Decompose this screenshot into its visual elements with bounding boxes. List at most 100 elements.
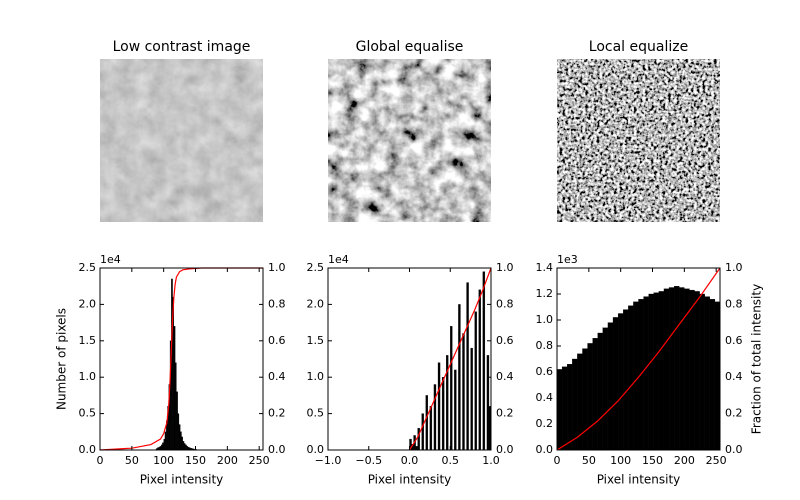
- y-tick-label: 1.2: [536, 287, 554, 300]
- bar: [178, 424, 181, 451]
- x-axis-label: Pixel intensity: [368, 473, 452, 487]
- bar: [623, 309, 629, 451]
- y2-tick-label: 0.8: [268, 297, 286, 310]
- cdf-line: [99, 267, 263, 451]
- bar: [425, 395, 428, 451]
- y2-tick-label: 0.8: [496, 297, 514, 310]
- y-tick-label: 0.6: [536, 365, 554, 378]
- y2-tick-label: 0.4: [268, 370, 286, 383]
- y2-axis-label: Fraction of total intensity: [750, 284, 764, 434]
- y-tick-label: 1.0: [79, 370, 97, 383]
- y2-tick-label: 0.2: [268, 407, 286, 420]
- bar: [587, 343, 593, 451]
- image: [557, 59, 720, 222]
- axes-frame: [556, 267, 721, 451]
- bar: [643, 296, 649, 451]
- bar: [709, 299, 716, 451]
- image-title: Local equalize: [589, 39, 688, 55]
- bar: [674, 286, 680, 451]
- image: [328, 59, 491, 222]
- y-tick-label: 1.4: [536, 261, 554, 274]
- bar: [183, 443, 186, 451]
- bar: [684, 288, 690, 451]
- y-tick-label: 0.5: [307, 407, 325, 420]
- y2-tick-label: 1.0: [725, 261, 743, 274]
- y2-tick-label: 0.2: [725, 407, 743, 420]
- bar: [171, 278, 173, 451]
- x-tick-label: 100: [610, 454, 631, 467]
- x-tick-label: 0.0: [401, 454, 419, 467]
- x-tick-label: −1.0: [315, 454, 342, 467]
- y2-tick-label: 0.4: [725, 370, 743, 383]
- bar: [185, 444, 187, 451]
- bar: [668, 287, 675, 451]
- y-offset-label: 1e3: [557, 253, 578, 266]
- x-axis-label: Pixel intensity: [140, 473, 224, 487]
- y-tick-label: 0.8: [536, 339, 554, 352]
- bar: [462, 333, 465, 451]
- y-offset-label: 1e4: [328, 253, 349, 266]
- bar: [160, 444, 163, 451]
- x-tick-label: 0.5: [442, 454, 460, 467]
- x-tick-label: 200: [217, 454, 238, 467]
- y2-tick-label: 0.6: [725, 334, 743, 347]
- bar: [617, 313, 624, 451]
- bar: [433, 384, 437, 451]
- bar: [450, 326, 453, 451]
- x-tick-label: −0.5: [355, 454, 382, 467]
- y-tick-label: 2.5: [307, 261, 325, 274]
- bar: [597, 332, 603, 451]
- image: [100, 59, 263, 222]
- bar: [164, 431, 167, 451]
- x-tick-label: 250: [706, 454, 727, 467]
- y-tick-label: 2.0: [307, 297, 325, 310]
- y2-tick-label: 0.6: [268, 334, 286, 347]
- bar: [612, 317, 619, 451]
- bar: [592, 338, 598, 451]
- bar: [470, 347, 473, 451]
- x-tick-label: 150: [185, 454, 206, 467]
- bar: [714, 301, 721, 451]
- x-axis-label: Pixel intensity: [597, 473, 681, 487]
- bar: [458, 304, 461, 451]
- bar: [648, 293, 654, 451]
- bar: [441, 377, 445, 451]
- y2-tick-label: 0.0: [496, 443, 514, 456]
- y-tick-label: 0.0: [307, 443, 325, 456]
- y2-tick-label: 0.2: [496, 407, 514, 420]
- y2-tick-label: 0.0: [725, 443, 743, 456]
- bar: [186, 446, 189, 451]
- cdf-line: [556, 267, 721, 451]
- bar: [159, 446, 162, 451]
- x-tick-label: 1.0: [482, 454, 500, 467]
- x-tick-label: 100: [153, 454, 174, 467]
- bar: [633, 301, 639, 451]
- bar: [474, 311, 477, 451]
- bar: [607, 322, 614, 451]
- image-title: Global equalise: [356, 39, 464, 55]
- bar: [567, 364, 573, 451]
- y-tick-label: 2.0: [79, 297, 97, 310]
- bar: [173, 326, 176, 451]
- y-tick-label: 0.4: [536, 391, 554, 404]
- bar: [582, 348, 588, 451]
- y2-tick-label: 1.0: [268, 261, 286, 274]
- bar: [556, 369, 563, 451]
- bar: [486, 355, 490, 451]
- bar: [561, 366, 568, 451]
- y-tick-label: 2.5: [79, 261, 97, 274]
- bar: [572, 358, 578, 451]
- bar: [658, 291, 665, 451]
- bar: [421, 413, 424, 451]
- y-tick-label: 1.0: [307, 370, 325, 383]
- y-tick-label: 0.0: [536, 443, 554, 456]
- y-offset-label: 1e4: [100, 253, 121, 266]
- bar: [478, 289, 481, 451]
- x-tick-label: 0: [97, 454, 104, 467]
- bar: [454, 369, 457, 451]
- bar: [182, 441, 185, 451]
- axes-frame: [99, 267, 264, 451]
- x-tick-label: 0: [554, 454, 561, 467]
- y2-tick-label: 0.4: [496, 370, 514, 383]
- bar: [704, 296, 710, 451]
